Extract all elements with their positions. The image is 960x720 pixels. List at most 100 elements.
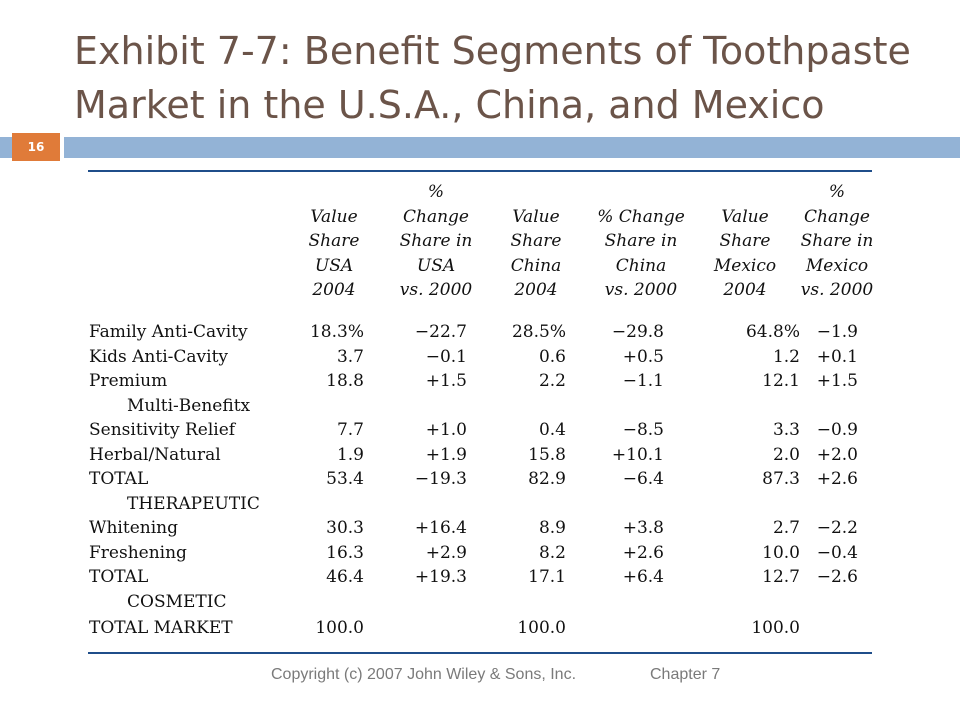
slide-number: 16 [12,133,60,161]
table-cell: 87.3 [762,469,800,489]
column-header-line: Share in [604,231,678,251]
title-rule-left [0,137,12,158]
column-header-line: Value [721,206,769,227]
table-cell: −2.2 [816,518,858,538]
column-header: Value Share USA 2004 [289,205,379,303]
column-header-line: USA [416,255,456,276]
column-header-line: % [427,182,445,202]
table-cell: −6.4 [622,469,664,489]
column-header-line: USA [314,255,354,276]
row-label: Freshening [89,543,187,563]
table-cell: 28.5% [511,322,566,342]
column-header: Value Share Mexico 2004 [700,205,790,303]
column-header-line: 2004 [312,280,356,300]
title-rule-right [64,137,960,158]
row-label: TOTAL MARKET [89,618,233,638]
table-cell: 16.3 [326,543,364,563]
table-bottom-rule [88,652,872,654]
row-label: Herbal/Natural [89,445,221,465]
table-cell: −1.9 [816,322,858,342]
table-cell: 100.0 [517,618,566,638]
table-cell: 0.6 [538,347,566,367]
column-header: Value Share China 2004 [491,205,581,303]
column-header-line: Mexico [805,255,869,276]
table-cell: +16.4 [414,518,467,538]
table-cell: +19.3 [414,567,467,587]
table-cell: 64.8% [745,322,800,342]
copyright-text: Copyright (c) 2007 John Wiley & Sons, In… [271,666,577,683]
column-header-line: % Change [597,206,685,227]
table-cell: +1.5 [425,371,467,391]
table-cell: 3.3 [772,420,800,440]
table-cell: −0.4 [816,543,858,563]
chapter-label: Chapter 7 [650,666,721,683]
table-cell: +2.9 [425,543,467,563]
column-header: % Change Share in USA vs. 2000 [391,180,481,303]
table-cell: 8.9 [538,518,566,538]
column-header-line: % [828,182,846,202]
table-cell: −0.9 [816,420,858,440]
table-cell: 0.4 [538,420,566,440]
table-cell: +3.8 [622,518,664,538]
table-cell: +1.5 [816,371,858,391]
table-cell: 1.9 [336,445,364,465]
table-cell: 30.3 [326,518,364,538]
table-cell: 100.0 [751,618,800,638]
column-header-line: Share in [399,231,473,251]
table-cell: 100.0 [315,618,364,638]
table-cell: 82.9 [528,469,566,489]
table-cell: +2.6 [622,543,664,563]
row-label: Sensitivity Relief [89,420,236,440]
table-cell: 53.4 [326,469,364,489]
column-header: % Change Share in Mexico vs. 2000 [792,180,882,303]
table-cell: 17.1 [528,567,566,587]
row-label: Kids Anti-Cavity [89,347,229,367]
table-top-rule [88,170,872,172]
table-cell: 3.7 [336,347,364,367]
column-header-line: Share [308,231,360,251]
column-header-line: Change [403,206,469,227]
table-cell: 18.8 [326,371,364,391]
row-label: Multi-Benefitx [127,396,251,416]
column-header-line: Change [804,206,870,227]
table-cell: −2.6 [816,567,858,587]
table-cell: 7.7 [336,420,364,440]
row-label: COSMETIC [127,592,227,612]
column-header-line: Mexico [713,255,777,276]
table-cell: −22.7 [414,322,467,342]
column-header-line: China [510,255,562,276]
table-cell: 2.0 [772,445,800,465]
table-cell: +10.1 [611,445,664,465]
column-header-line: Share [719,231,771,251]
table-cell: 12.1 [762,371,800,391]
table-cell: −0.1 [425,347,467,367]
table-cell: +2.0 [816,445,858,465]
table-cell: 10.0 [762,543,800,563]
table-cell: +6.4 [622,567,664,587]
table-cell: 18.3% [309,322,364,342]
row-label: Whitening [89,518,178,538]
column-header-line: Value [512,206,560,227]
row-label: Family Anti-Cavity [89,322,248,342]
table-cell: 8.2 [538,543,566,563]
column-header: % Change Share in China vs. 2000 [591,205,691,303]
table-cell: +0.1 [816,347,858,367]
column-header-line: vs. 2000 [800,280,874,300]
row-label: TOTAL [89,567,149,587]
column-header-line: vs. 2000 [399,280,473,300]
table-cell: −29.8 [611,322,664,342]
table-cell: +2.6 [816,469,858,489]
table-cell: 15.8 [528,445,566,465]
table-cell: −1.1 [622,371,664,391]
table-cell: 12.7 [762,567,800,587]
row-label: Premium [89,371,168,391]
table-cell: −19.3 [414,469,467,489]
table-cell: +1.9 [425,445,467,465]
table-cell: 2.7 [772,518,800,538]
table-cell: −8.5 [622,420,664,440]
table-cell: +0.5 [622,347,664,367]
table-cell: 46.4 [326,567,364,587]
table-cell: 2.2 [538,371,566,391]
table-cell: 1.2 [772,347,800,367]
slide-title: Exhibit 7-7: Benefit Segments of Toothpa… [74,29,911,127]
